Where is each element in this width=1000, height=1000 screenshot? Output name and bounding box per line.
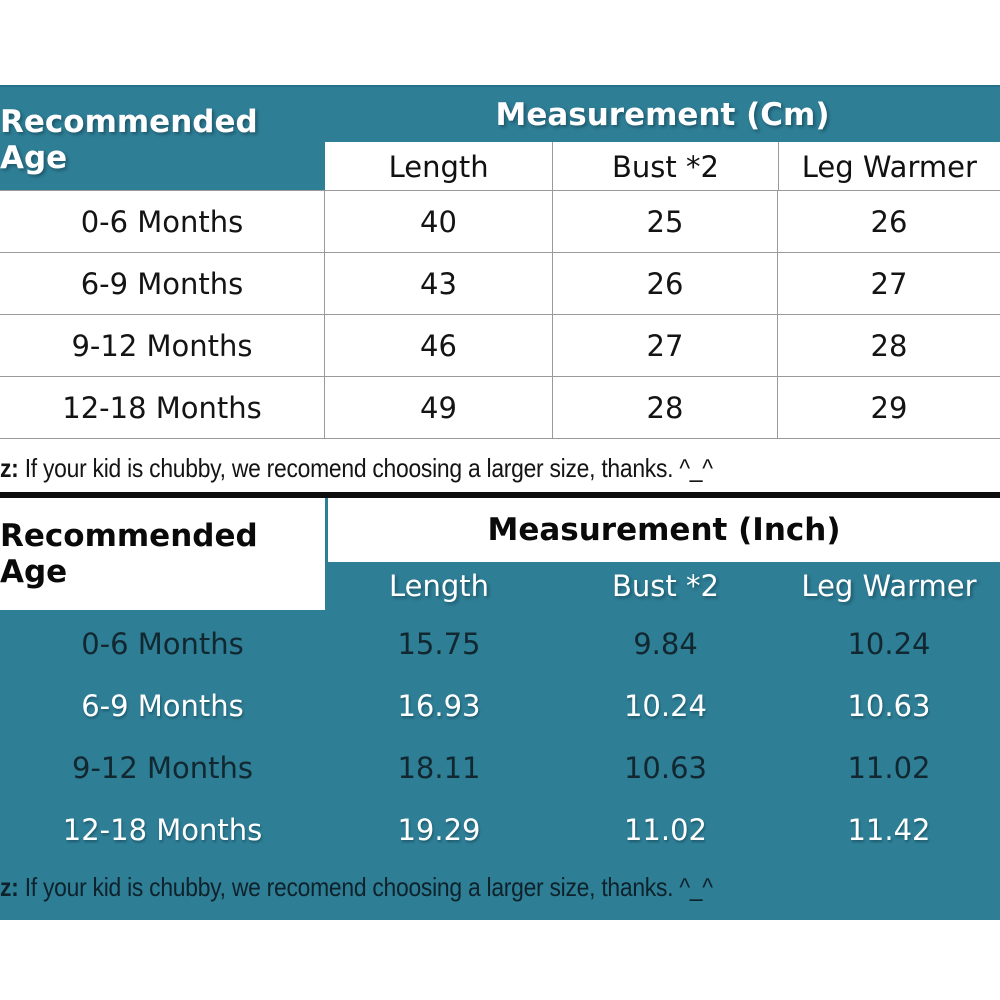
length-cell: 46 bbox=[325, 315, 553, 376]
inch-column-headers: Length Bust *2 Leg Warmer bbox=[325, 562, 1000, 610]
cm-corner-header: Recommended Age bbox=[0, 103, 258, 176]
table-row: 6-9 Months 43 26 27 bbox=[0, 253, 1000, 315]
note-text: If your kid is chubby, we recomend choos… bbox=[24, 872, 713, 902]
age-cell: 9-12 Months bbox=[71, 751, 254, 785]
length-cell: 40 bbox=[325, 191, 553, 252]
inch-size-note: z: If your kid is chubby, we recomend cho… bbox=[0, 861, 968, 913]
length-cell: 49 bbox=[325, 377, 553, 438]
bust-cell: 9.84 bbox=[633, 627, 698, 661]
table-row: 12-18 Months 49 28 29 bbox=[0, 377, 1000, 439]
table-row: 6-9 Months 16.93 10.24 10.63 bbox=[0, 675, 1000, 737]
length-cell: 19.29 bbox=[397, 813, 481, 847]
inch-corner-header: Recommended Age bbox=[0, 498, 325, 610]
length-cell: 43 bbox=[325, 253, 553, 314]
note-text: If your kid is chubby, we recomend choos… bbox=[24, 453, 713, 483]
cm-size-note: z: If your kid is chubby, we recomend cho… bbox=[0, 442, 968, 494]
length-cell: 16.93 bbox=[397, 689, 481, 723]
cm-table-header-band: Recommended Age Measurement (Cm) Length … bbox=[0, 85, 1000, 192]
age-cell: 12-18 Months bbox=[0, 377, 325, 438]
inch-column-header-bust: Bust *2 bbox=[612, 569, 719, 603]
age-cell: 6-9 Months bbox=[81, 689, 244, 723]
leg-warmer-cell: 26 bbox=[870, 204, 908, 239]
length-cell: 15.75 bbox=[397, 627, 481, 661]
table-row: 9-12 Months 46 27 28 bbox=[0, 315, 1000, 377]
length-cell: 18.11 bbox=[397, 751, 481, 785]
leg-warmer-cell: 11.02 bbox=[847, 751, 931, 785]
note-prefix: z: bbox=[0, 872, 19, 902]
bust-cell: 11.02 bbox=[623, 813, 708, 847]
inch-column-header-length: Length bbox=[388, 569, 490, 603]
bust-cell: 10.63 bbox=[623, 751, 708, 785]
leg-warmer-cell: 11.42 bbox=[847, 813, 931, 847]
leg-warmer-cell: 10.24 bbox=[847, 627, 931, 661]
cm-column-header-length: Length bbox=[388, 150, 489, 184]
table-row: 0-6 Months 15.75 9.84 10.24 bbox=[0, 613, 1000, 675]
leg-warmer-cell: 28 bbox=[870, 328, 908, 363]
inch-table-body: 0-6 Months 15.75 9.84 10.24 6-9 Months 1… bbox=[0, 613, 1000, 861]
age-cell: 6-9 Months bbox=[0, 253, 325, 314]
inch-group-header: Measurement (Inch) bbox=[328, 498, 1000, 562]
cm-column-headers: Length Bust *2 Leg Warmer bbox=[325, 142, 1000, 192]
bust-cell: 28 bbox=[553, 377, 778, 438]
inch-table-section: Recommended Age Measurement (Inch) Lengt… bbox=[0, 498, 1000, 920]
divider-line bbox=[0, 492, 1000, 498]
bust-cell: 10.24 bbox=[623, 689, 708, 723]
inch-column-header-leg-warmer: Leg Warmer bbox=[801, 569, 977, 603]
age-cell: 12-18 Months bbox=[62, 813, 263, 847]
age-cell: 9-12 Months bbox=[0, 315, 325, 376]
bust-cell: 25 bbox=[553, 191, 778, 252]
leg-warmer-cell: 10.63 bbox=[847, 689, 931, 723]
bust-cell: 26 bbox=[553, 253, 778, 314]
cm-column-header-bust: Bust *2 bbox=[552, 142, 777, 192]
table-row: 12-18 Months 19.29 11.02 11.42 bbox=[0, 799, 1000, 861]
leg-warmer-cell: 29 bbox=[870, 390, 908, 425]
table-row: 0-6 Months 40 25 26 bbox=[0, 191, 1000, 253]
age-cell: 0-6 Months bbox=[0, 191, 325, 252]
cm-table-body: 0-6 Months 40 25 26 6-9 Months 43 26 27 … bbox=[0, 190, 1000, 439]
bust-cell: 27 bbox=[553, 315, 778, 376]
age-cell: 0-6 Months bbox=[81, 627, 244, 661]
table-row: 9-12 Months 18.11 10.63 11.02 bbox=[0, 737, 1000, 799]
note-prefix: z: bbox=[0, 453, 19, 483]
cm-column-header-leg-warmer: Leg Warmer bbox=[777, 142, 1000, 192]
cm-group-header: Measurement (Cm) bbox=[495, 96, 830, 133]
leg-warmer-cell: 27 bbox=[870, 266, 908, 301]
